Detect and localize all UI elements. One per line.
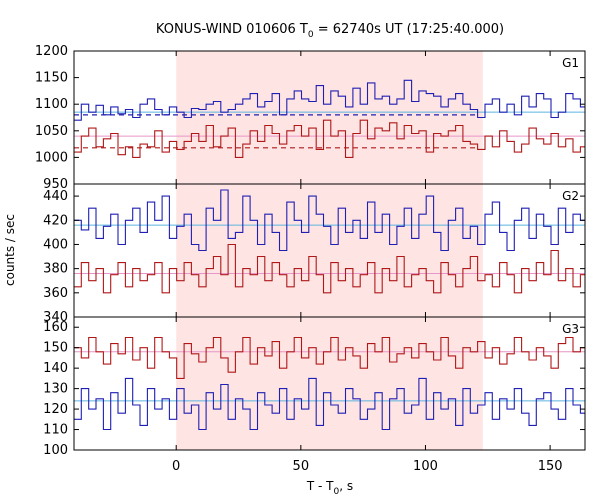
y-tick-label: 100	[43, 443, 68, 458]
y-tick-label: 340	[43, 310, 68, 325]
panel-label: G2	[562, 189, 579, 203]
chart-title-rest: = 62740s UT (17:25:40.000)	[314, 22, 504, 37]
highlight-region	[176, 317, 483, 450]
y-tick-label: 1000	[35, 150, 68, 165]
y-tick-label: 950	[43, 177, 68, 192]
y-tick-label: 150	[43, 341, 68, 356]
series-line-2	[74, 119, 585, 158]
series-line-2	[74, 377, 585, 431]
series-line-1	[74, 336, 585, 379]
y-tick-label: 440	[43, 189, 68, 204]
highlight-region	[176, 51, 483, 184]
y-tick-label: 380	[43, 262, 68, 277]
y-tick-label: 130	[43, 382, 68, 397]
x-axis-label-main: T - T	[306, 479, 334, 493]
panel-frame	[73, 316, 586, 451]
panel-label: G1	[562, 56, 579, 70]
y-tick-label: 160	[43, 320, 68, 335]
x-tick-label: 100	[413, 459, 438, 474]
x-axis-label-subscript: 0	[334, 487, 340, 497]
y-tick-label: 1200	[35, 44, 68, 59]
y-tick-label: 1150	[35, 71, 68, 86]
x-axis-label: T - T0, s	[306, 479, 353, 497]
y-tick-label: 1050	[35, 124, 68, 139]
series-line-1	[74, 79, 585, 121]
x-tick-label: 0	[172, 459, 180, 474]
y-axis-label: counts / sec	[3, 214, 17, 286]
y-tick-label: 360	[43, 286, 68, 301]
series-line-1	[74, 189, 585, 252]
panels-container: 95010001050110011501200G1340360380400420…	[35, 44, 586, 474]
y-tick-label: 110	[43, 423, 68, 438]
y-tick-label: 1100	[35, 97, 68, 112]
y-tick-label: 420	[43, 213, 68, 228]
panel-label: G3	[562, 322, 579, 336]
series-line-2	[74, 243, 585, 294]
y-tick-label: 400	[43, 237, 68, 252]
x-tick-label: 150	[538, 459, 563, 474]
chart-title: KONUS-WIND 010606 T0 = 62740s UT (17:25:…	[156, 22, 504, 40]
y-tick-label: 140	[43, 361, 68, 376]
chart-title-main: KONUS-WIND 010606 T	[156, 22, 308, 37]
x-tick-label: 50	[293, 459, 310, 474]
x-axis-label-rest: , s	[339, 479, 353, 493]
chart-title-subscript: 0	[308, 30, 314, 40]
y-tick-label: 120	[43, 402, 68, 417]
highlight-region	[176, 184, 483, 317]
